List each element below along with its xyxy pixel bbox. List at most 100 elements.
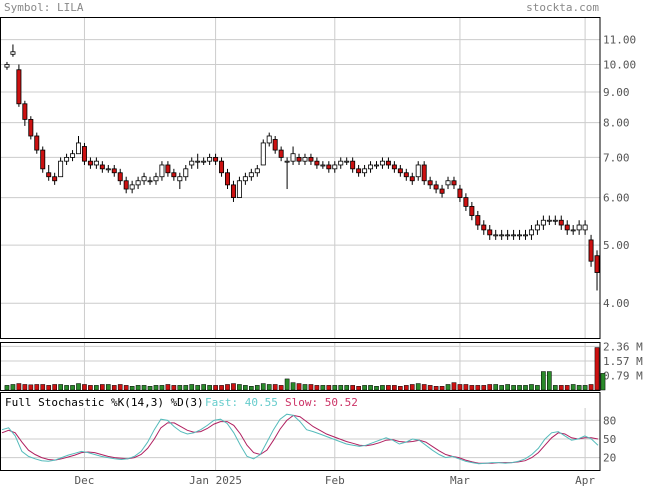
volume-bar — [231, 383, 236, 391]
candle-body — [81, 146, 87, 162]
candle-body — [296, 157, 302, 162]
volume-bar — [523, 385, 528, 391]
candle-body — [34, 135, 40, 151]
volume-bar — [576, 385, 582, 391]
volume-bar — [356, 386, 361, 391]
volume-tick-label: 1.57 M — [603, 355, 643, 368]
volume-bar — [219, 385, 224, 391]
volume-bar — [326, 385, 332, 391]
volume-bar — [427, 385, 433, 391]
volume-bar — [547, 371, 552, 391]
volume-bar — [451, 382, 457, 391]
volume-bar — [135, 385, 141, 391]
candle-body — [439, 188, 445, 194]
candle-body — [487, 229, 493, 236]
candle-body — [248, 172, 254, 178]
volume-bar — [332, 385, 338, 391]
candle-body — [469, 206, 475, 216]
volume-bar — [469, 385, 475, 391]
volume-bar — [541, 371, 546, 391]
candle-body — [87, 160, 93, 166]
volume-bar — [493, 384, 499, 391]
volume-bar — [314, 385, 320, 391]
stochastic-tick-label: 80 — [603, 414, 616, 427]
candle-body — [159, 164, 165, 178]
candle-body — [362, 168, 368, 174]
volume-bar — [505, 384, 510, 391]
volume-tick-label: 2.36 M — [603, 340, 643, 353]
volume-bar — [445, 384, 451, 391]
candle-body — [594, 255, 600, 273]
volume-bars — [4, 347, 606, 391]
x-tick-label: Jan 2025 — [189, 474, 242, 486]
volume-bar — [415, 383, 421, 391]
volume-bar — [225, 384, 230, 391]
volume-bar — [177, 385, 183, 391]
candle-body — [374, 164, 379, 167]
volume-bar — [153, 385, 159, 391]
candle-body — [534, 224, 540, 231]
volume-bar — [564, 385, 570, 391]
candle-body — [511, 234, 517, 237]
volume-bar — [457, 384, 463, 391]
candle-body — [391, 164, 397, 170]
volume-bar — [117, 384, 123, 391]
x-tick-label: Dec — [75, 474, 95, 486]
candle-body — [99, 164, 105, 170]
volume-bar — [254, 385, 260, 391]
volume-bar — [159, 385, 165, 391]
volume-bar — [439, 386, 445, 391]
stochastic-title: Full Stochastic %K(14,3) %D(3) — [5, 396, 204, 409]
candle-body — [332, 164, 338, 170]
candle-body — [397, 168, 403, 174]
candle-body — [201, 160, 207, 163]
panel-frame — [0, 392, 601, 471]
site-label: stockta.com — [526, 1, 599, 14]
panel-frame — [0, 342, 601, 391]
candle-body — [344, 160, 350, 163]
volume-bar — [570, 384, 576, 391]
x-tick-label: Mar — [450, 474, 470, 486]
volume-bar — [475, 385, 481, 391]
candle-body — [40, 149, 46, 170]
candle-body — [427, 180, 433, 186]
volume-bar — [499, 385, 504, 391]
candle-body — [135, 180, 141, 186]
candle-body — [111, 168, 117, 174]
volume-bar — [535, 385, 540, 391]
candle-body — [338, 160, 344, 166]
candle-body — [52, 176, 58, 182]
candle-body — [409, 176, 415, 182]
volume-bar — [76, 383, 81, 391]
candle-body — [421, 164, 427, 182]
candle-body — [523, 234, 528, 237]
volume-bar — [22, 384, 28, 391]
stochastic-panel: Full Stochastic %K(14,3) %D(3) Fast: 40.… — [0, 396, 616, 465]
candle-body — [588, 239, 594, 262]
volume-bar — [296, 383, 302, 391]
candle-body — [64, 157, 70, 162]
candle-body — [28, 118, 34, 137]
candle-body — [189, 160, 195, 166]
candle-body — [481, 224, 487, 231]
candle-body — [284, 160, 290, 163]
candle-body — [266, 135, 272, 144]
volume-panel: 2.36 M 1.57 M0.79 M — [0, 340, 643, 391]
candle-body — [385, 160, 391, 166]
volume-bar — [481, 385, 487, 391]
volume-bar — [380, 385, 385, 391]
price-tick-label: 11.00 — [603, 34, 636, 47]
candle-body — [326, 164, 332, 170]
candle-body — [219, 160, 225, 174]
candle-body — [415, 164, 421, 178]
candle-body — [46, 172, 52, 178]
price-tick-label: 7.00 — [603, 151, 630, 164]
volume-bar — [594, 347, 600, 391]
price-tick-label: 6.00 — [603, 192, 630, 205]
volume-bar — [398, 386, 403, 391]
volume-bar — [88, 385, 93, 391]
candle-body — [183, 168, 189, 178]
volume-bar — [290, 382, 296, 391]
candle-body — [552, 219, 558, 222]
